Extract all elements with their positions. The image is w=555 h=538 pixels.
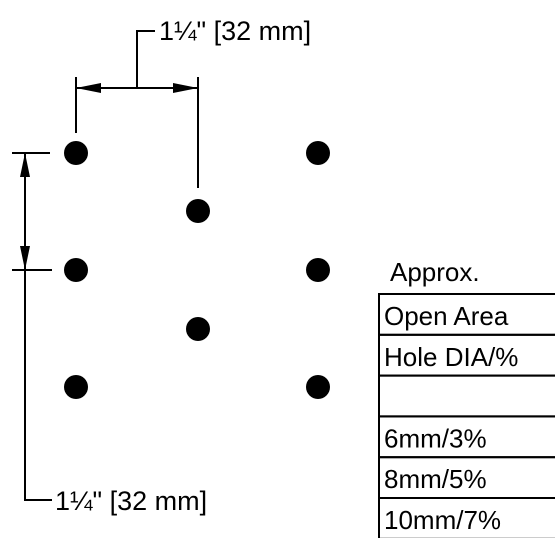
hole-2 bbox=[306, 141, 330, 165]
table-heading: Approx. bbox=[390, 257, 480, 287]
vertical-pitch-label: 1¼" [32 mm] bbox=[55, 486, 207, 516]
hole-5 bbox=[306, 258, 330, 282]
vertical-arrowhead-bottom bbox=[20, 246, 30, 270]
table-row-text: 10mm/7% bbox=[384, 505, 501, 535]
table-row-text: 8mm/5% bbox=[384, 464, 487, 494]
open-area-table: Open Area Hole DIA/% 6mm/3% 8mm/5% 10mm/7% bbox=[378, 293, 555, 538]
hole-6 bbox=[186, 317, 210, 341]
horizontal-pitch-label: 1¼" [32 mm] bbox=[159, 16, 311, 46]
horizontal-arrowhead-right bbox=[173, 83, 198, 93]
hole-pattern bbox=[64, 141, 330, 399]
horizontal-arrowhead-left bbox=[76, 83, 101, 93]
hole-8 bbox=[306, 375, 330, 399]
hole-4 bbox=[64, 258, 88, 282]
table-row-text: 6mm/3% bbox=[384, 423, 487, 453]
horizontal-pitch-dimension bbox=[75, 30, 199, 188]
vertical-arrowhead-top bbox=[20, 153, 30, 177]
table-cell-border bbox=[378, 374, 555, 418]
hole-7 bbox=[64, 375, 88, 399]
hole-3 bbox=[186, 199, 210, 223]
vertical-pitch-dimension bbox=[12, 152, 52, 501]
horizontal-leader-line bbox=[136, 30, 155, 88]
table-row-text: Hole DIA/% bbox=[384, 342, 518, 372]
vertical-leader-line bbox=[24, 270, 52, 501]
table-row-text: Open Area bbox=[384, 301, 509, 331]
hole-1 bbox=[64, 141, 88, 165]
table-cell-border bbox=[378, 497, 555, 538]
